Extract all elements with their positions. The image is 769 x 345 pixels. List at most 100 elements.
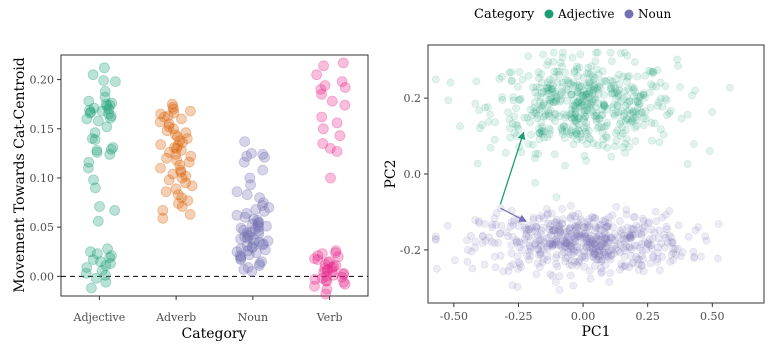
pca-point-noun [553, 262, 562, 271]
pca-point-noun [694, 223, 702, 231]
strip-point-adverb [177, 137, 189, 148]
pca-point-adjective [648, 82, 657, 91]
strip-point-noun [257, 148, 269, 160]
pca-point-noun [645, 218, 653, 227]
pca-point-noun [566, 224, 574, 233]
pca-point-adjective [612, 75, 620, 83]
pca-point-adjective [509, 96, 518, 105]
pca-point-adjective [563, 96, 571, 105]
pca-point-noun [582, 237, 591, 246]
pca-point-adjective [507, 76, 516, 85]
pca-point-adjective [552, 110, 560, 118]
pca-point-adjective [600, 102, 609, 110]
strip-point-noun [235, 233, 247, 245]
pca-point-adjective [536, 129, 545, 138]
pca-point-noun [639, 267, 648, 276]
pca-point-adjective [547, 84, 555, 93]
pca-point-noun [552, 259, 560, 268]
pca-point-adjective [582, 119, 591, 127]
pca-point-noun [596, 246, 604, 255]
pca-point-adjective [548, 85, 557, 93]
pca-point-adjective [512, 104, 520, 113]
strip-point-verb [336, 271, 348, 283]
pca-point-adjective [538, 126, 546, 135]
x-tick-label: Adverb [155, 311, 196, 324]
pca-point-adjective [486, 143, 495, 152]
y-tick-label: 0.15 [30, 123, 55, 136]
pca-point-adjective [623, 107, 631, 115]
strip-point-adverb [167, 101, 179, 113]
pca-point-noun [596, 242, 604, 250]
pca-point-noun [543, 256, 552, 265]
strip-point-adverb [174, 159, 186, 171]
pca-point-noun [525, 225, 533, 234]
pca-point-adjective [530, 103, 538, 112]
pca-point-noun [586, 243, 594, 251]
pca-point-noun [589, 252, 597, 261]
pca-point-noun [518, 246, 526, 255]
pca-point-noun [574, 258, 583, 267]
strip-point-noun [253, 221, 265, 233]
pca-point-noun [574, 232, 583, 241]
pca-point-adjective [631, 113, 640, 122]
pca-point-adjective [595, 115, 604, 124]
pca-point-noun [591, 235, 600, 243]
pca-point-noun [539, 214, 548, 222]
pca-point-noun [522, 232, 530, 241]
pca-point-noun [629, 259, 638, 268]
pca-point-adjective [677, 114, 686, 123]
strip-point-verb [322, 264, 333, 276]
strip-point-verb [339, 82, 351, 93]
pca-point-noun [649, 252, 658, 260]
pca-point-noun [567, 242, 576, 251]
pca-point-adjective [507, 68, 516, 77]
pca-point-adjective [588, 72, 597, 81]
pca-point-noun [558, 219, 567, 228]
pca-point-noun [566, 237, 574, 246]
pca-point-noun [533, 245, 542, 254]
pca-point-noun [431, 232, 440, 241]
pca-point-adjective [533, 114, 541, 123]
x-tick-label: 0.50 [700, 310, 725, 323]
pca-point-adjective [549, 48, 558, 57]
pca-point-noun [488, 220, 497, 229]
pca-point-noun [626, 243, 634, 252]
strip-point-noun [259, 151, 270, 163]
strip-point-adjective [90, 272, 102, 284]
strip-point-verb [319, 263, 331, 274]
pca-point-adjective [587, 101, 596, 109]
pca-point-noun [539, 237, 548, 246]
pca-point-noun [548, 239, 556, 248]
pca-point-adjective [592, 115, 601, 123]
pca-point-noun [548, 242, 556, 251]
pca-point-adjective [630, 84, 638, 92]
pca-point-adjective [583, 69, 591, 78]
pca-point-adjective [639, 89, 648, 98]
pca-point-adjective [561, 76, 570, 85]
pca-point-adjective [486, 110, 495, 119]
strip-point-noun [256, 200, 268, 211]
pca-point-adjective [567, 105, 576, 114]
pca-point-noun [432, 264, 441, 273]
strip-point-noun [235, 243, 247, 255]
pca-point-noun [556, 242, 565, 251]
strip-point-adverb [176, 113, 187, 125]
pca-point-adjective [549, 57, 557, 66]
pca-point-noun [586, 274, 595, 283]
pca-point-noun [515, 238, 524, 247]
pca-point-adjective [576, 82, 584, 90]
pca-point-adjective [574, 98, 583, 106]
pca-point-adjective [653, 102, 662, 110]
pca-point-noun [563, 238, 572, 247]
pca-point-adjective [627, 83, 636, 91]
pca-point-adjective [558, 62, 566, 71]
pca-point-noun [532, 222, 541, 231]
pca-point-noun [515, 243, 524, 252]
pca-point-noun [527, 228, 536, 237]
pca-point-noun [551, 225, 559, 234]
pca-point-noun [584, 222, 592, 231]
pca-point-noun [623, 223, 632, 232]
strip-point-noun [238, 156, 250, 168]
strip-point-noun [248, 213, 260, 225]
pca-point-adjective [512, 132, 521, 140]
